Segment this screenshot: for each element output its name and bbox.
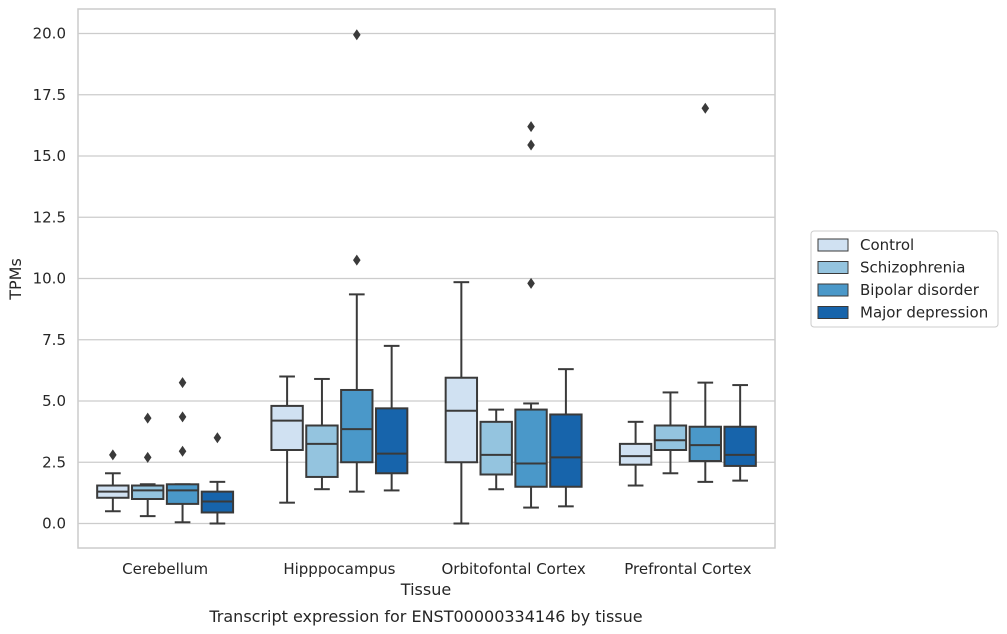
x-tick-label: Orbitofontal Cortex [442,560,586,578]
box [165,483,200,505]
y-tick-label: 7.5 [42,331,66,349]
box-group [618,420,653,487]
box-group [305,377,339,491]
outlier-point [527,139,535,151]
outlier-point [213,432,222,444]
x-tick-labels: Cerebellum Hipppocampus Orbitofontal Corte… [122,560,751,578]
box-group [200,432,235,525]
box-group [723,384,757,482]
legend-swatch [817,306,849,319]
box [723,425,757,467]
outlier-point [143,451,152,463]
box-group [165,377,200,524]
legend-swatch [817,283,849,297]
y-axis-label: TPMs [6,258,25,301]
y-tick-label: 0.0 [42,515,66,533]
legend-swatch [817,238,849,252]
box [305,424,339,478]
box [549,413,583,488]
boxes [96,29,757,525]
x-tick-label: Hipppocampus [283,560,395,578]
y-tick-label: 2.5 [42,453,66,471]
box-group [444,281,479,525]
y-tick-label: 5.0 [42,392,66,410]
box [653,424,688,451]
legend-frame [810,230,999,328]
outlier-point [353,29,361,41]
box-group [96,449,130,513]
box-group [374,344,409,492]
y-tick-label: 10.0 [33,270,66,288]
legend-swatch [817,261,849,274]
box-group [270,375,304,504]
gridlines [78,32,775,525]
y-tick-label: 12.5 [33,208,66,226]
box-group [688,102,722,483]
box [618,442,653,466]
outlier-point [527,277,535,289]
x-tick-label: Cerebellum [122,560,208,578]
outlier-point [178,377,187,389]
box [340,388,374,464]
box [479,420,513,476]
box-group [514,121,548,509]
box [374,407,409,475]
outlier-point [109,449,117,461]
outlier-point [701,102,710,114]
outlier-point [143,412,152,424]
outlier-point [178,411,187,423]
outlier-point [178,445,187,457]
x-tick-label: Prefrontal Cortex [624,560,751,578]
box-group [549,368,583,508]
box-group [653,391,688,475]
outlier-point [527,121,535,133]
box-group [340,29,374,493]
legend-label: Bipolar disorder [860,281,980,299]
y-tick-label: 20.0 [33,25,66,43]
legend-items: Control Schizophrenia Bipolar disorder Majo… [817,236,988,322]
y-tick-labels: 0.0 2.5 5.0 7.5 10.0 12.5 15.0 17.5 20.0 [33,25,66,533]
plot-frame [77,8,776,549]
legend-label: Schizophrenia [860,259,965,277]
box [444,376,479,464]
box-group [131,412,165,518]
chart-caption: Transcript expression for ENST0000033414… [208,607,642,626]
y-tick-label: 17.5 [33,86,66,104]
box [270,404,304,451]
box [514,408,548,488]
legend-label: Control [860,236,914,254]
y-tick-label: 15.0 [33,147,66,165]
x-axis-label: Tissue [400,580,451,599]
box [131,484,165,500]
outlier-point [353,254,361,266]
box [688,425,722,463]
box-group [479,408,513,491]
legend-label: Major depression [860,304,988,322]
legend: Control Schizophrenia Bipolar disorder Majo… [810,230,999,328]
